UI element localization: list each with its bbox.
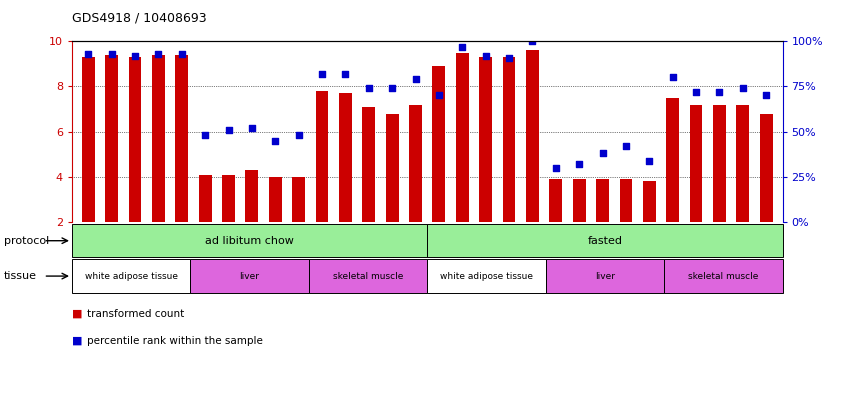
Bar: [339, 93, 352, 222]
Text: fasted: fasted: [587, 236, 623, 246]
Text: skeletal muscle: skeletal muscle: [332, 272, 404, 281]
Bar: [72, 224, 427, 257]
Bar: [72, 259, 190, 293]
Point: [175, 51, 189, 57]
Point: [432, 92, 446, 99]
Point: [479, 53, 492, 59]
Bar: [309, 259, 427, 293]
Bar: [190, 259, 309, 293]
Bar: [549, 179, 563, 222]
Bar: [479, 57, 492, 222]
Point: [245, 125, 259, 131]
Text: GDS4918 / 10408693: GDS4918 / 10408693: [72, 12, 206, 25]
Point: [573, 161, 586, 167]
Point: [643, 158, 656, 164]
Bar: [409, 105, 422, 222]
Bar: [596, 179, 609, 222]
Point: [362, 85, 376, 92]
Bar: [689, 105, 702, 222]
Point: [736, 85, 750, 92]
Bar: [386, 114, 398, 222]
Bar: [664, 259, 783, 293]
Text: transformed count: transformed count: [87, 309, 184, 318]
Point: [712, 89, 726, 95]
Point: [268, 138, 282, 144]
Bar: [427, 259, 546, 293]
Bar: [199, 174, 212, 222]
Bar: [432, 66, 445, 222]
Point: [689, 89, 703, 95]
Bar: [503, 57, 515, 222]
Bar: [269, 177, 282, 222]
Point: [222, 127, 235, 133]
Point: [198, 132, 212, 138]
Bar: [105, 55, 118, 222]
Bar: [129, 57, 141, 222]
Bar: [546, 259, 664, 293]
Point: [338, 71, 352, 77]
Text: ■: ■: [72, 336, 82, 346]
Point: [129, 53, 142, 59]
Point: [316, 71, 329, 77]
Bar: [573, 179, 585, 222]
Bar: [736, 105, 750, 222]
Bar: [175, 55, 188, 222]
Text: ■: ■: [72, 309, 82, 318]
Point: [151, 51, 165, 57]
Text: skeletal muscle: skeletal muscle: [688, 272, 759, 281]
Bar: [667, 98, 679, 222]
Point: [503, 54, 516, 61]
Bar: [456, 53, 469, 222]
Bar: [152, 55, 165, 222]
Text: protocol: protocol: [4, 236, 49, 246]
Point: [760, 92, 773, 99]
Point: [666, 74, 679, 81]
Bar: [427, 224, 783, 257]
Point: [619, 143, 633, 149]
Point: [292, 132, 305, 138]
Bar: [316, 91, 328, 222]
Text: liver: liver: [239, 272, 260, 281]
Bar: [760, 114, 772, 222]
Text: percentile rank within the sample: percentile rank within the sample: [87, 336, 263, 346]
Bar: [292, 177, 305, 222]
Point: [455, 44, 469, 50]
Point: [525, 38, 539, 44]
Point: [386, 85, 399, 92]
Point: [409, 76, 422, 83]
Bar: [245, 170, 258, 222]
Text: ad libitum chow: ad libitum chow: [205, 236, 294, 246]
Bar: [619, 179, 632, 222]
Text: white adipose tissue: white adipose tissue: [440, 272, 533, 281]
Text: white adipose tissue: white adipose tissue: [85, 272, 178, 281]
Point: [105, 51, 118, 57]
Bar: [362, 107, 376, 222]
Bar: [643, 181, 656, 222]
Text: liver: liver: [595, 272, 615, 281]
Bar: [82, 57, 95, 222]
Point: [81, 51, 95, 57]
Bar: [526, 50, 539, 222]
Bar: [713, 105, 726, 222]
Text: tissue: tissue: [4, 271, 37, 281]
Bar: [222, 174, 235, 222]
Point: [549, 165, 563, 171]
Point: [596, 150, 609, 156]
